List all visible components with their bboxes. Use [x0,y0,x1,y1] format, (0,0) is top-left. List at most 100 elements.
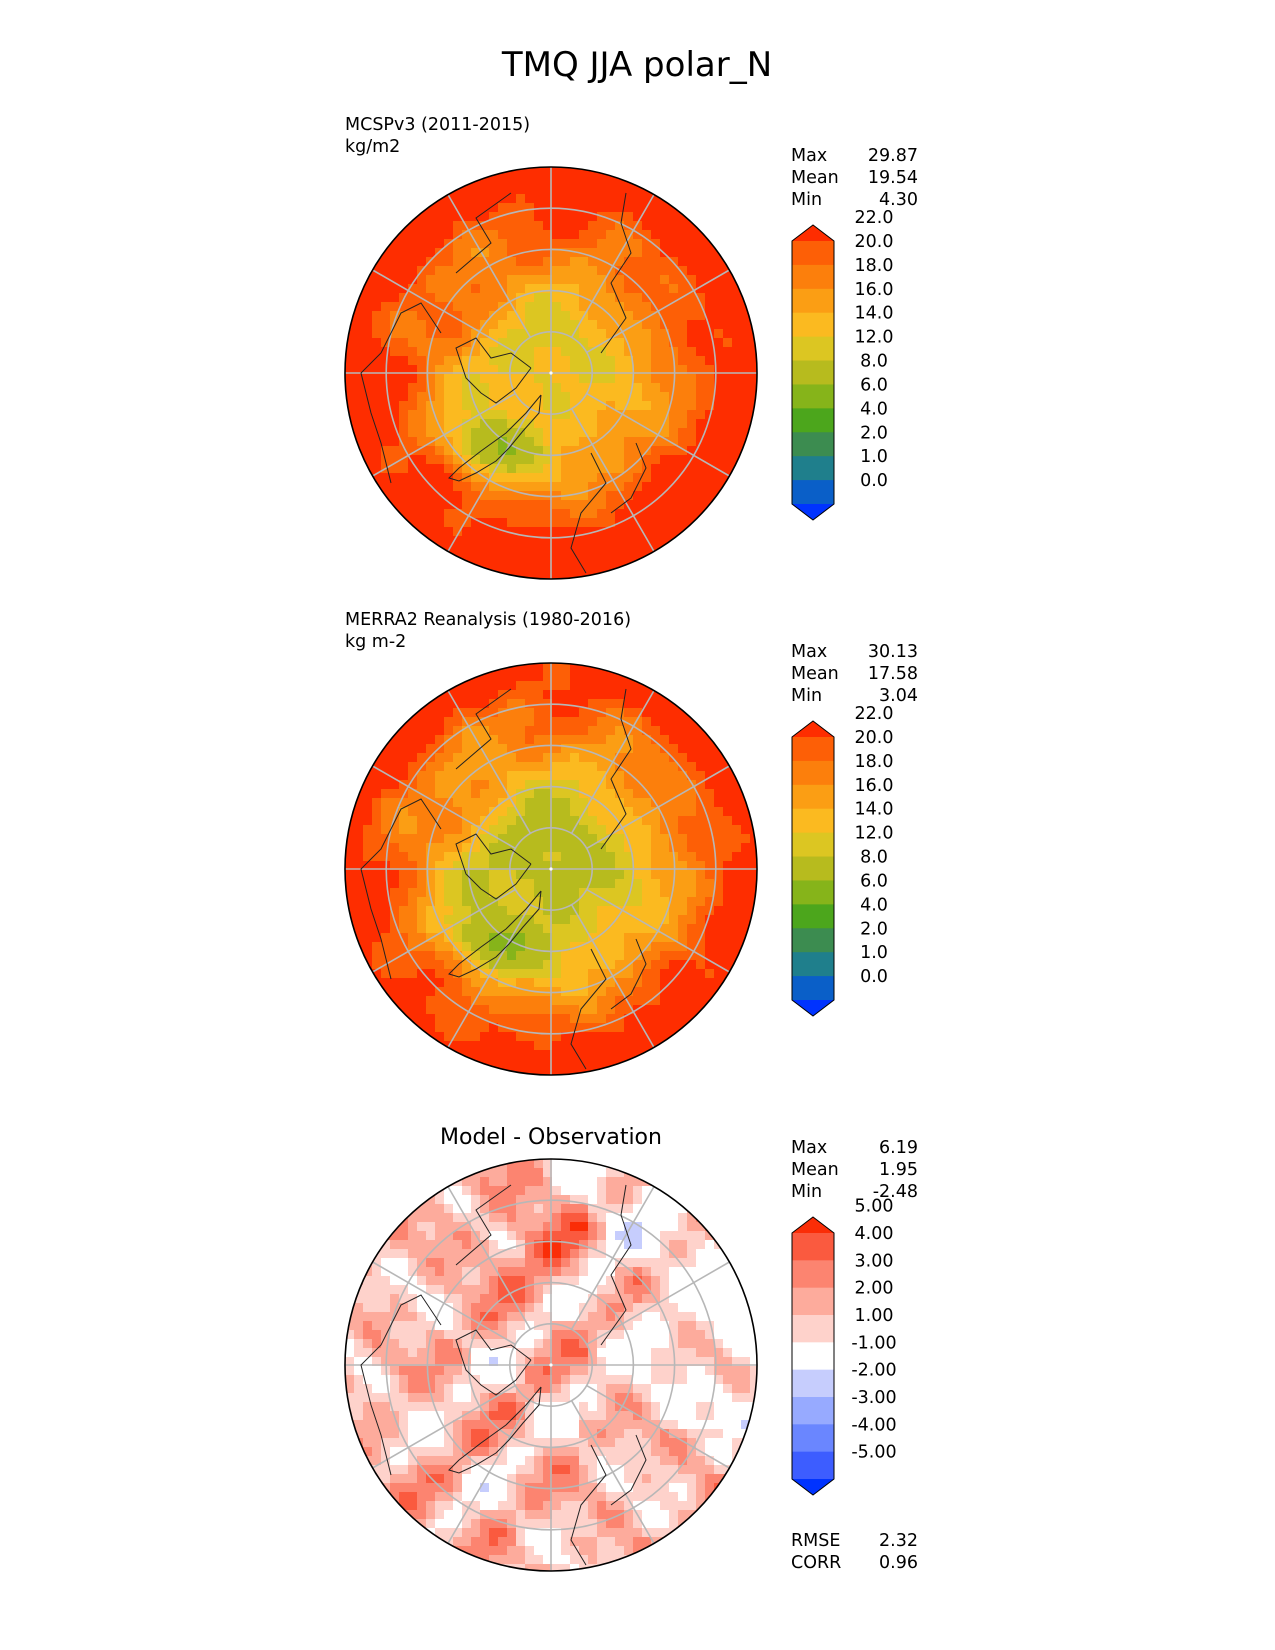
field-cell [507,1411,517,1421]
field-cell [498,491,508,501]
field-cell [651,284,661,294]
field-cell [705,888,715,898]
field-cell [516,816,526,826]
field-cell [588,239,598,249]
field-cell [507,293,517,303]
map-boundary [344,662,758,1076]
field-cell [687,257,697,267]
field-cell [507,861,517,871]
field-cell [462,771,472,781]
field-cell [516,410,526,420]
field-cell [453,987,463,997]
field-cell [642,410,652,420]
field-cell [579,473,589,483]
field-cell [732,888,742,898]
field-cell [579,212,589,222]
field-cell [489,1402,499,1412]
field-cell [732,320,742,330]
field-cell [489,798,499,808]
field-cell [669,942,679,952]
field-cell [471,816,481,826]
field-cell [498,185,508,195]
pole-marker [549,371,553,375]
field-cell [480,428,490,438]
field-cell [660,473,670,483]
field-cell [426,1312,436,1322]
field-cell [696,735,706,745]
field-cell [435,284,445,294]
field-cell [489,1294,499,1304]
field-cell [642,915,652,925]
field-cell [732,762,742,772]
field-cell [426,1420,436,1430]
field-cell [615,1195,625,1205]
field-cell [624,753,634,763]
field-cell [642,969,652,979]
field-cell [417,717,427,727]
field-cell [390,1393,400,1403]
field-cell [714,969,724,979]
field-cell [516,1041,526,1051]
field-cell [489,762,499,772]
field-cell [543,185,553,195]
field-cell [552,753,562,763]
field-cell [705,419,715,429]
field-cell [651,410,661,420]
field-cell [354,401,364,411]
field-cell [624,1411,634,1421]
field-cell [354,1411,364,1421]
field-cell [705,1357,715,1367]
field-cell [363,1420,373,1430]
field-cell [480,762,490,772]
field-cell [633,437,643,447]
field-cell [633,852,643,862]
field-cell [543,212,553,222]
field-cell [426,888,436,898]
field-cell [723,942,733,952]
field-cell [570,275,580,285]
field-cell [372,915,382,925]
field-cell [435,861,445,871]
field-cell [642,464,652,474]
field-cell [588,771,598,781]
field-cell [417,834,427,844]
field-cell [660,338,670,348]
field-cell [453,1240,463,1250]
field-cell [687,1312,697,1322]
field-cell [579,726,589,736]
field-cell [480,933,490,943]
field-cell [489,383,499,393]
field-cell [750,825,757,835]
field-cell [435,1177,445,1187]
field-cell [471,753,481,763]
field-cell [354,410,364,420]
field-cell [489,509,499,519]
field-cell [579,681,589,691]
field-cell [480,401,490,411]
field-cell [507,419,517,429]
field-cell [597,194,607,204]
field-cell [516,284,526,294]
field-cell [579,320,589,330]
field-cell [552,897,562,907]
field-cell [732,780,742,790]
field-cell [399,1321,409,1331]
field-cell [435,203,445,213]
field-cell [669,951,679,961]
field-cell [561,410,571,420]
field-cell [714,1420,724,1430]
field-cell [444,699,454,709]
field-cell [372,1384,382,1394]
field-cell [525,518,535,528]
field-cell [615,1366,625,1376]
field-cell [588,1059,598,1069]
field-cell [588,1375,598,1385]
field-cell [606,1267,616,1277]
field-cell [651,482,661,492]
field-cell [588,789,598,799]
field-cell [723,248,733,258]
field-cell [345,1375,355,1385]
field-cell [498,1267,508,1277]
field-cell [588,1204,598,1214]
field-cell [561,1041,571,1051]
